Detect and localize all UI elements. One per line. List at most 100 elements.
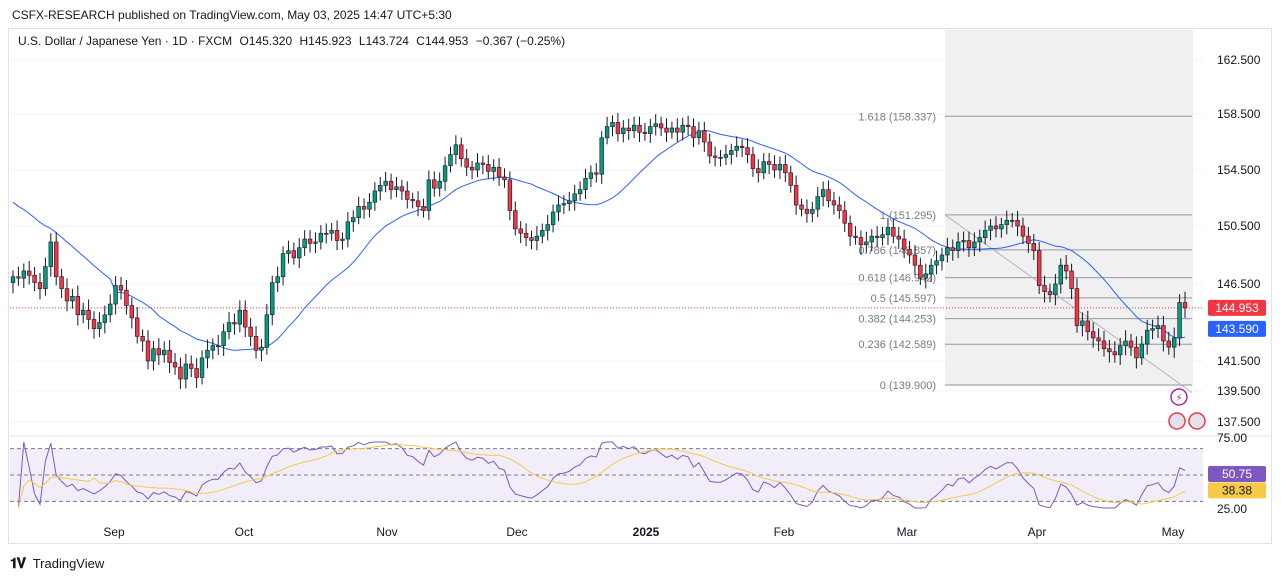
candle-body — [16, 276, 21, 279]
candle-body — [432, 179, 437, 189]
candle-body — [702, 130, 707, 143]
fib-level-label: 0 (139.900) — [880, 380, 936, 392]
candle-body — [1107, 348, 1112, 353]
candle-body — [43, 266, 48, 289]
candle-body — [156, 348, 162, 356]
candle-body — [189, 363, 194, 369]
candle-body — [988, 225, 993, 231]
time-axis-label: Dec — [506, 525, 527, 539]
candle-body — [86, 309, 91, 320]
candle-body — [178, 366, 183, 380]
candle-body — [1069, 270, 1074, 289]
footer-brand[interactable]: 𝟏𝐕 TradingView — [10, 555, 104, 573]
close-value: C144.953 — [416, 34, 469, 48]
candle-body — [869, 235, 874, 243]
candle-body — [394, 186, 399, 190]
candle-body — [577, 189, 583, 195]
candle-body — [804, 208, 810, 214]
candle-body — [334, 230, 340, 241]
candle-body — [1139, 343, 1144, 359]
candle-body — [361, 206, 367, 210]
candle-body — [1112, 351, 1117, 356]
candle-body — [356, 206, 361, 218]
candle-body — [286, 250, 291, 254]
us-flag-icon — [1168, 412, 1186, 430]
candle-body — [637, 124, 642, 133]
candle-body — [540, 230, 545, 237]
rsi-panel — [10, 435, 1272, 509]
candle-body — [1074, 288, 1080, 326]
candle-body — [54, 241, 59, 278]
candle-body — [1058, 264, 1063, 285]
candle-body — [1145, 329, 1150, 345]
rsi-axis-tick: 75.00 — [1217, 431, 1247, 445]
candle-body — [1020, 225, 1026, 237]
candle-body — [912, 254, 918, 266]
candle-body — [232, 322, 237, 325]
candle-body — [874, 235, 880, 238]
candle-body — [1134, 346, 1139, 359]
candle-body — [248, 326, 253, 337]
candle-body — [534, 235, 540, 241]
candle-body — [712, 155, 718, 158]
candle-body — [513, 210, 518, 230]
candle-body — [961, 240, 966, 243]
moving-average — [12, 129, 1186, 351]
candle-body — [896, 235, 901, 240]
chart-icons: ⚡ — [1168, 388, 1206, 430]
us-flag-icon — [1188, 412, 1206, 430]
moving-average-line — [12, 129, 1186, 351]
candle-body — [928, 264, 934, 275]
candle-body — [237, 309, 243, 325]
candle-body — [901, 238, 907, 250]
candle-body — [723, 154, 729, 158]
candle-body — [21, 270, 26, 279]
fib-level-label: 0.382 (144.253) — [858, 314, 936, 326]
candle-body — [799, 204, 804, 210]
publisher-line: CSFX-RESEARCH published on TradingView.c… — [12, 8, 452, 22]
candle-body — [707, 141, 712, 157]
chart-frame — [8, 28, 1272, 544]
candle-body — [199, 357, 205, 378]
candle-body — [372, 190, 378, 203]
rsi-ma-value-badge: 38.38 — [1222, 483, 1252, 497]
candle-body — [907, 248, 912, 256]
candle-body — [685, 124, 691, 127]
candle-body — [253, 336, 259, 351]
candle-body — [631, 124, 637, 132]
candle-body — [1150, 328, 1155, 331]
candle-body — [729, 150, 734, 155]
candle-body — [815, 196, 820, 210]
rsi-value-badge: 50.75 — [1222, 467, 1252, 481]
candle-body — [324, 232, 329, 235]
candle-body — [891, 227, 896, 237]
candle-body — [210, 345, 216, 351]
price-axis-tick: 137.500 — [1217, 415, 1261, 429]
candle-body — [1117, 345, 1123, 356]
candle-body — [502, 176, 507, 181]
candle-body — [91, 319, 97, 329]
candle-body — [1155, 325, 1161, 329]
candle-body — [977, 237, 982, 243]
candle-body — [383, 180, 388, 186]
candle-body — [750, 154, 756, 169]
fib-trend-line — [944, 214, 1193, 393]
candle-body — [307, 238, 313, 244]
candle-body — [982, 230, 988, 238]
publisher-header: CSFX-RESEARCH published on TradingView.c… — [0, 0, 1281, 28]
time-axis-label: May — [1162, 525, 1185, 539]
candle-body — [97, 322, 102, 329]
tradingview-logo-icon: 𝟏𝐕 — [10, 555, 26, 572]
candle-body — [329, 230, 334, 234]
candle-body — [469, 166, 475, 171]
candle-body — [675, 127, 680, 133]
candle-body — [243, 309, 248, 328]
time-axis-label: Mar — [897, 525, 918, 539]
candle-body — [1026, 235, 1031, 244]
fib-level-label: 0.618 (146.942) — [858, 273, 936, 285]
candle-body — [604, 126, 610, 139]
candle-body — [145, 340, 151, 362]
candle-body — [507, 179, 513, 211]
candle-body — [626, 127, 631, 132]
